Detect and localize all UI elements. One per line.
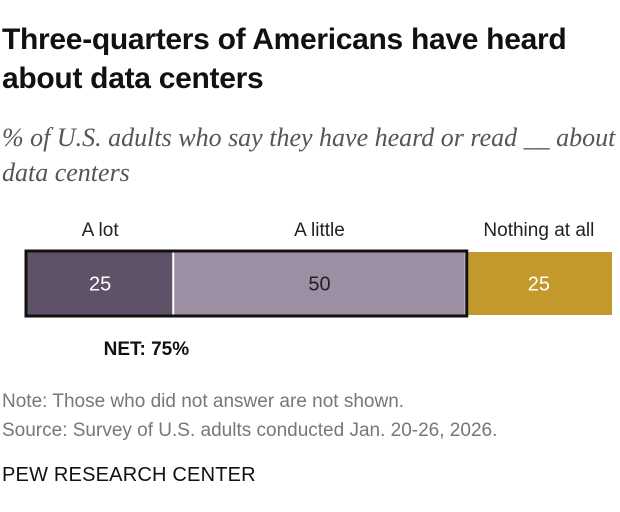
chart-title: Three-quarters of Americans have heard a… bbox=[2, 23, 567, 95]
value-label: 50 bbox=[308, 274, 330, 296]
stacked-bar-chart: A lot 25 A little 50 Nothing at all 25 NET: 75… bbox=[24, 220, 612, 360]
source-text: Source: Survey of U.S. adults conducted … bbox=[2, 420, 498, 441]
category-label: A lot bbox=[82, 220, 120, 241]
net-group-outline bbox=[24, 249, 469, 318]
bar-segment-a-lot bbox=[27, 252, 174, 315]
bar-segment-a-little bbox=[173, 252, 466, 315]
category-label: A little bbox=[294, 220, 345, 241]
value-label: 25 bbox=[528, 274, 550, 296]
bar-segment-nothing-at-all bbox=[465, 252, 612, 315]
chart-subtitle: % of U.S. adults who say they have heard… bbox=[2, 123, 616, 187]
note-text: Note: Those who did not answer are not s… bbox=[2, 391, 405, 412]
pew-logo-text: PEW RESEARCH CENTER bbox=[2, 464, 256, 486]
net-label: NET: 75% bbox=[104, 339, 190, 360]
category-label: Nothing at all bbox=[483, 220, 594, 241]
chart-notes: Note: Those who did not answer are not s… bbox=[2, 387, 618, 445]
value-label: 25 bbox=[89, 274, 111, 296]
